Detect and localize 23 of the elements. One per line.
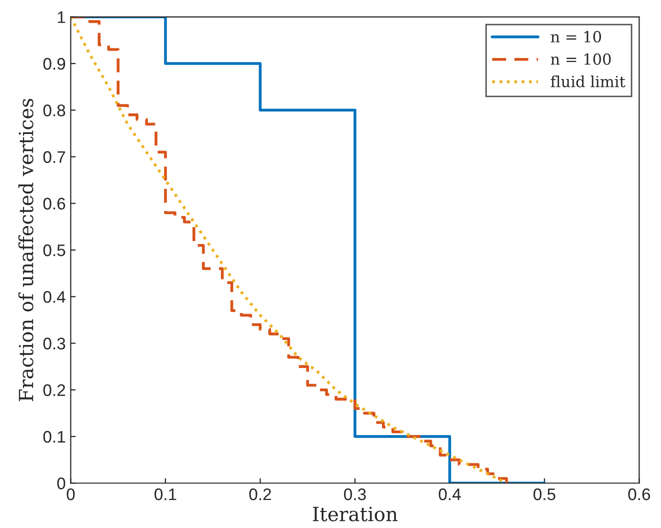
y-tick-label: 0.3 [43,338,66,350]
legend-label: n = 100 [550,53,611,65]
y-tick-label: 0.4 [43,291,66,303]
x-tick-label: 0.3 [344,488,366,500]
legend-label: n = 10 [550,30,602,42]
x-tick-label: 0 [66,488,75,500]
legend-label: fluid limit [550,75,626,88]
x-tick-label: 0.1 [154,488,176,500]
x-axis-title: Iteration [312,506,398,522]
y-tick-label: 0.7 [43,151,66,163]
x-tick-label: 0.4 [438,488,461,500]
x-tick-label: 0.6 [628,488,650,500]
y-tick-label: 0.2 [43,384,66,396]
y-axis-title: Fraction of unaffected vertices [18,98,34,402]
y-tick-label: 0.9 [43,58,66,70]
x-tick-label: 0.2 [249,488,271,500]
y-tick-label: 0.5 [43,244,66,256]
y-tick-label: 0.1 [43,430,66,443]
y-tick-label: 0.8 [43,104,66,116]
x-tick-label: 0.5 [534,488,556,500]
y-tick-label: 0 [57,478,66,490]
y-tick-label: 1 [58,11,66,23]
y-tick-label: 0.6 [43,198,66,210]
